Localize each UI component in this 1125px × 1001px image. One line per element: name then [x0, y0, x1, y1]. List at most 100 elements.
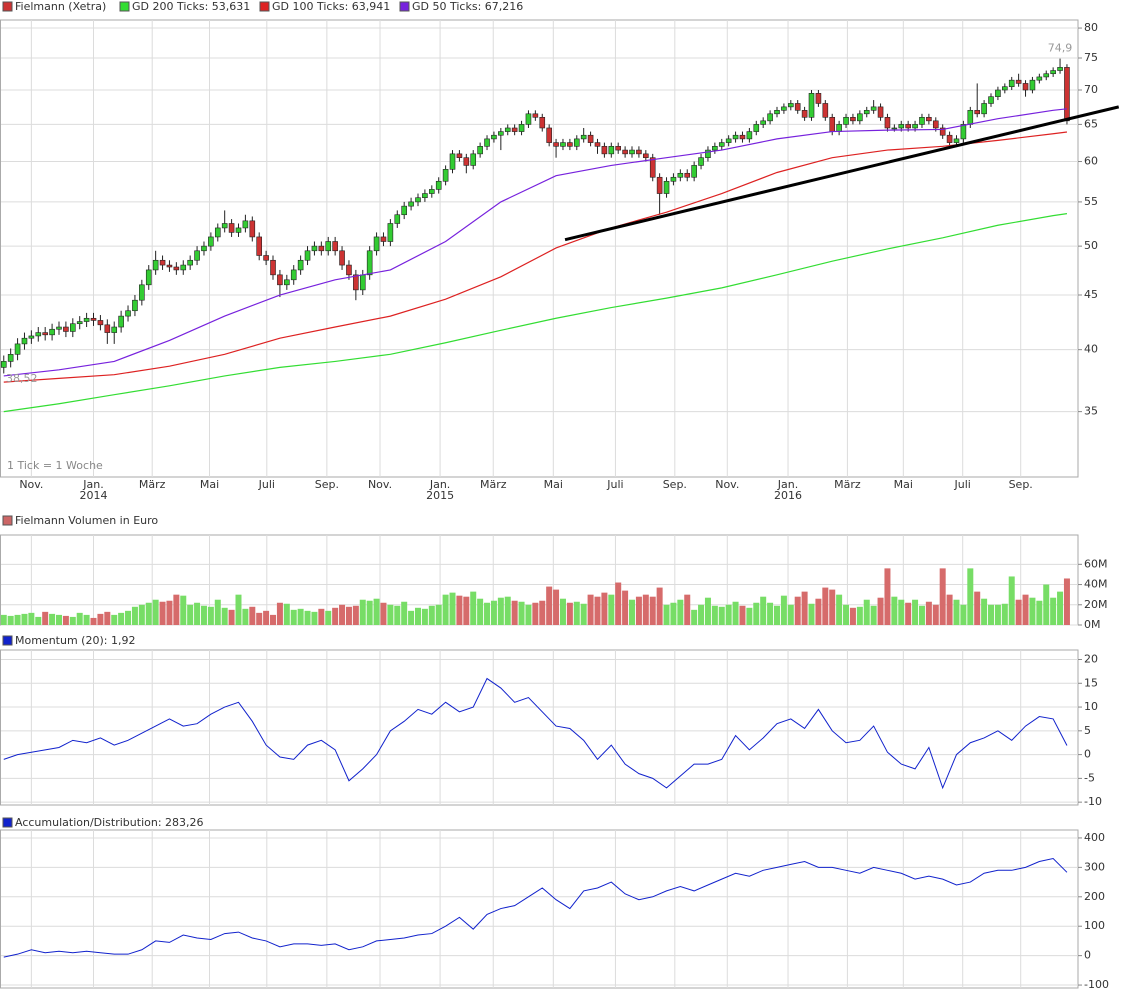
volume-bar [932, 604, 939, 625]
volume-bar [994, 604, 1001, 625]
candle-body [746, 131, 753, 140]
candle-body [221, 223, 228, 229]
candle-body [290, 269, 297, 281]
candle-body [981, 103, 987, 115]
candle-body [145, 269, 152, 286]
volume-bar [207, 606, 214, 625]
candle-body [863, 110, 870, 115]
volume-bar [829, 589, 836, 625]
volume-bar [691, 609, 698, 625]
candle-body [801, 110, 808, 118]
volume-bar [794, 596, 801, 625]
candle-body [173, 266, 180, 271]
volume-bar [76, 612, 83, 625]
candle-body [919, 117, 925, 125]
volume-bar [283, 603, 290, 625]
volume-bar [684, 594, 691, 625]
candle-body [277, 274, 283, 286]
volume-bar [988, 604, 995, 625]
volume-bar [449, 592, 456, 625]
y-tick-label: 40 [1084, 343, 1098, 356]
volume-bar [898, 599, 905, 625]
indicator-line [3, 677, 1068, 790]
volume-bar [173, 594, 180, 625]
candle-body [953, 138, 960, 143]
x-tick-label: Jan. [82, 478, 103, 491]
volume-bar [760, 596, 767, 625]
volume-bar [387, 604, 394, 625]
volume-bar [83, 614, 90, 625]
candle-body [180, 264, 187, 271]
volume-bar [428, 605, 435, 625]
volume-bar [511, 600, 518, 625]
volume-bar [1022, 594, 1029, 625]
candle-body [546, 127, 552, 143]
candle-body [90, 317, 97, 321]
volume-bar [14, 614, 21, 625]
candle-body [373, 236, 380, 252]
candle-body [242, 220, 249, 229]
volume-bar [718, 606, 725, 625]
y-tick-label: 0 [1084, 949, 1091, 962]
volume-bar [1015, 599, 1022, 625]
candle-body [442, 169, 449, 182]
x-tick-label: Nov. [715, 478, 739, 491]
trendline [564, 105, 1120, 242]
volume-bar [925, 601, 932, 625]
candle-body [553, 142, 559, 147]
volume-bar [290, 609, 297, 625]
volume-bar [629, 599, 636, 625]
legend-label: GD 50 Ticks: 67,216 [412, 0, 523, 13]
candle-body [891, 127, 898, 130]
candle-body [463, 157, 470, 166]
panel-title: Fielmann (Xetra) [15, 0, 106, 13]
volume-bar [525, 604, 532, 625]
volume-bar [863, 599, 870, 625]
volume-bar [408, 610, 415, 625]
volume-bar [263, 610, 270, 625]
candle-body [214, 227, 221, 238]
candle-body [1015, 79, 1022, 84]
candle-body [63, 326, 69, 332]
volume-bar [905, 602, 912, 625]
volume-bar [214, 599, 221, 625]
volume-bar [435, 604, 442, 625]
y-tick-label: -100 [1084, 978, 1109, 991]
candle-body [712, 146, 718, 151]
candle-body [877, 106, 884, 118]
volume-bar [566, 602, 573, 625]
candle-body [387, 223, 394, 242]
candle-body [705, 149, 711, 158]
volume-bar [111, 614, 118, 625]
volume-bar [504, 596, 511, 625]
y-tick-label: 75 [1084, 51, 1098, 64]
candle-body [7, 354, 14, 362]
volume-bar [200, 605, 207, 625]
candle-body [422, 193, 428, 199]
x-tick-label: Mai [544, 478, 563, 491]
candle-body [684, 172, 691, 178]
candle-body [932, 120, 939, 129]
volume-bar [711, 605, 718, 625]
candle-body [594, 142, 601, 147]
volume-bar [69, 616, 76, 625]
volume-bar [1050, 597, 1057, 625]
candle-body [297, 259, 304, 271]
volume-bar [608, 594, 615, 625]
candle-body [35, 332, 42, 337]
candle-body [304, 250, 311, 261]
candle-body [760, 120, 766, 125]
volume-bar [615, 582, 622, 625]
legend-swatch [399, 1, 410, 12]
candle-body [836, 124, 842, 132]
candle-body [491, 134, 497, 140]
volume-bar [456, 595, 463, 625]
volume-bar [891, 596, 898, 625]
candle-body [905, 124, 911, 129]
volume-bar [414, 607, 421, 625]
volume-bar [573, 601, 580, 625]
volume-bar [822, 587, 829, 625]
candle-body [967, 110, 974, 125]
y-tick-label: 45 [1084, 288, 1098, 301]
volume-bar [35, 616, 42, 625]
